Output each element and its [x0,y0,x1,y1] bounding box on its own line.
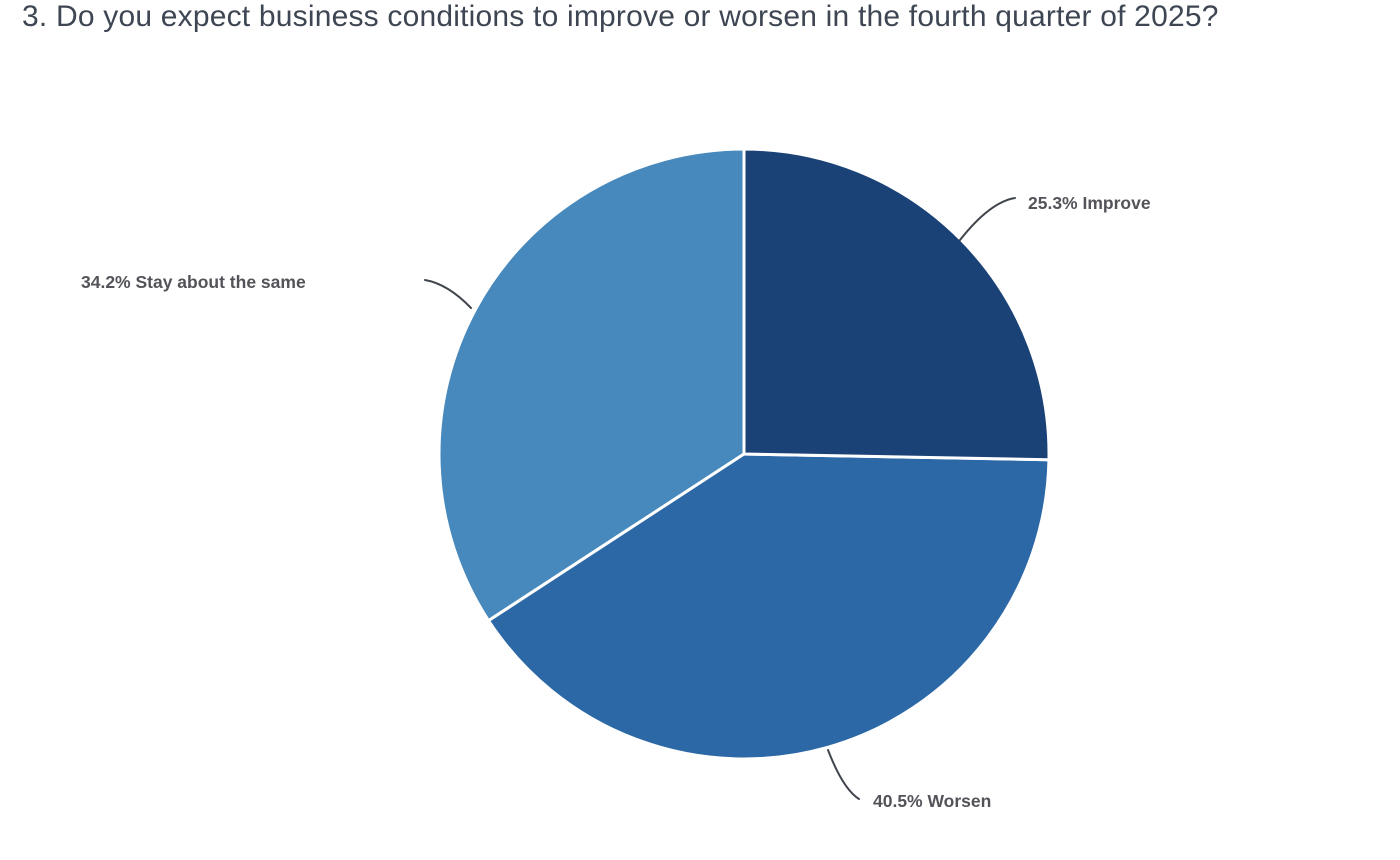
pie-slice-worsen[interactable] [487,452,1051,761]
slice-label-stay-about-the-same: 34.2% Stay about the same [81,272,306,292]
slice-label-worsen: 40.5% Worsen [873,791,992,811]
leader-line-improve [959,197,1016,241]
leader-line-stay-about-the-same [424,279,472,309]
pie-slice-improve[interactable] [742,147,1051,462]
leader-line-worsen [827,749,860,800]
chart-title: 3. Do you expect business conditions to … [22,0,1219,33]
slice-label-improve: 25.3% Improve [1028,193,1151,213]
